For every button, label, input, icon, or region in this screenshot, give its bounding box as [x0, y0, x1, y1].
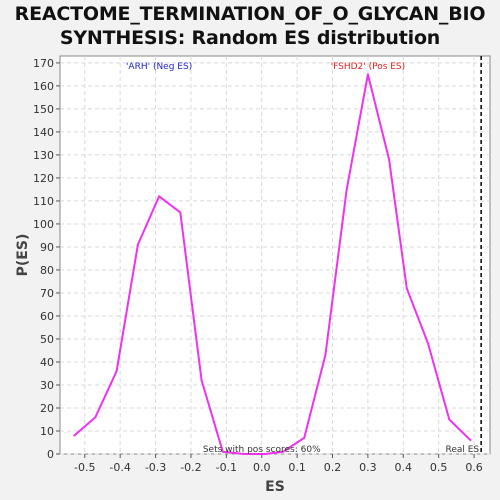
neg-es-label: 'ARH' (Neg ES): [126, 62, 192, 72]
y-tick-label: 70: [40, 287, 54, 300]
x-tick-label: -0.2: [180, 461, 201, 474]
chart-title-line-2: SYNTHESIS: Random ES distribution: [59, 27, 441, 49]
x-tick-label: 0.5: [430, 461, 448, 474]
data-point: [282, 450, 284, 453]
y-tick-label: 160: [33, 80, 54, 93]
y-tick-label: 140: [33, 126, 54, 139]
chart-title-line-1: REACTOME_TERMINATION_OF_O_GLYCAN_BIO: [14, 3, 486, 25]
y-tick-label: 120: [33, 172, 54, 185]
data-point: [179, 211, 182, 214]
data-point: [94, 416, 97, 419]
y-axis: 0 10 20 30 40 50 60 70 80 90 100 110 120 130 140 150 160…: [33, 57, 60, 461]
y-tick-label: 60: [40, 310, 54, 323]
x-tick-label: 0.4: [395, 461, 413, 474]
data-point: [388, 158, 391, 161]
y-tick-label: 10: [40, 425, 54, 438]
plot-area: [59, 55, 491, 455]
es-distribution-line: [73, 73, 472, 455]
x-tick-label: -0.4: [109, 461, 130, 474]
y-tick-label: 170: [33, 57, 54, 70]
y-tick-label: 20: [40, 402, 54, 415]
real-es-label: Real ES: [445, 445, 479, 455]
y-tick-label: 80: [40, 264, 54, 277]
data-point: [469, 439, 472, 442]
pos-es-label: 'FSHD2' (Pos ES): [331, 62, 406, 72]
data-point: [345, 188, 348, 191]
x-tick-label: 0.6: [465, 461, 483, 474]
x-tick-label: -0.3: [145, 461, 166, 474]
chart-title: REACTOME_TERMINATION_OF_O_GLYCAN_BIO SYN…: [0, 2, 500, 50]
data-point: [158, 195, 160, 198]
y-tick-label: 50: [40, 333, 54, 346]
x-axis-title: ES: [265, 479, 285, 495]
data-point: [405, 287, 408, 290]
data-point: [427, 342, 429, 345]
y-tick-label: 130: [33, 149, 54, 162]
y-tick-label: 40: [40, 356, 54, 369]
x-tick-label: 0.3: [359, 461, 377, 474]
y-tick-label: 100: [33, 218, 54, 231]
data-point: [264, 453, 267, 455]
x-tick-label: 0.2: [324, 461, 342, 474]
data-point: [115, 370, 118, 373]
x-tick-label: -0.1: [216, 461, 237, 474]
data-point: [73, 434, 76, 437]
data-point: [243, 453, 245, 455]
y-tick-label: 110: [33, 195, 54, 208]
data-point: [136, 243, 139, 246]
y-axis-title: P(ES): [15, 234, 31, 277]
data-point: [221, 450, 224, 453]
x-tick-label: -0.5: [74, 461, 95, 474]
data-point: [367, 73, 369, 76]
grid-lines: [60, 56, 490, 455]
x-tick-label: 0.0: [253, 461, 271, 474]
y-tick-label: 90: [40, 241, 54, 254]
data-point: [448, 418, 451, 421]
data-point: [303, 436, 306, 439]
x-axis: -0.5 -0.4 -0.3 -0.2 -0.1 0.0 0.1 0.2 0.3 0.4 0.5 0.…: [74, 454, 483, 474]
x-tick-label: 0.1: [288, 461, 306, 474]
data-point: [200, 379, 203, 382]
series-layer: [73, 73, 472, 455]
y-tick-label: 150: [33, 103, 54, 116]
y-tick-label: 0: [47, 448, 54, 461]
y-tick-label: 30: [40, 379, 54, 392]
sets-pos-scores-label: Sets with pos scores: 60%: [203, 445, 321, 455]
data-point: [324, 354, 327, 356]
